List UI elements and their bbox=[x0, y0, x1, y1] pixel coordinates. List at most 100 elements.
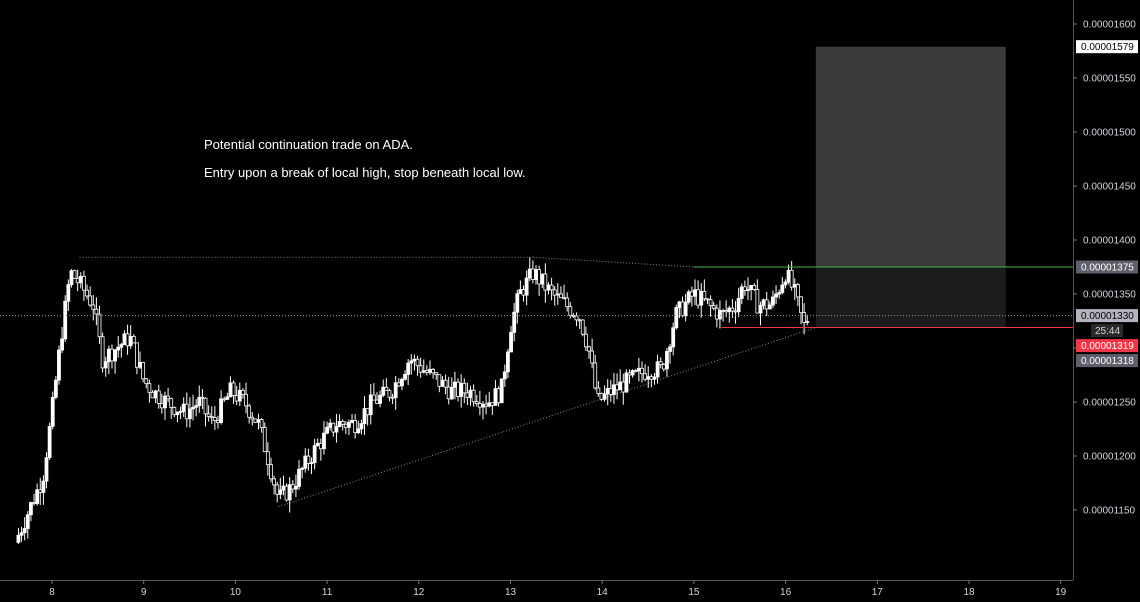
candle-body bbox=[446, 386, 451, 400]
candle-body bbox=[746, 289, 750, 291]
candle-body bbox=[241, 389, 245, 395]
candle-body bbox=[587, 346, 591, 352]
candle-body bbox=[166, 395, 170, 400]
candle-body bbox=[449, 386, 454, 400]
candle-body bbox=[247, 405, 252, 418]
candle-body bbox=[714, 307, 719, 320]
price-tag-bg bbox=[1076, 260, 1138, 274]
candle-body bbox=[303, 455, 308, 469]
candle-body bbox=[730, 307, 735, 312]
candle-body bbox=[141, 362, 146, 380]
candle-body bbox=[128, 335, 133, 347]
candle-body bbox=[253, 418, 258, 423]
y-tick-label: 0.00001450 bbox=[1083, 182, 1136, 193]
candle-body bbox=[537, 269, 542, 285]
candle-body bbox=[509, 331, 513, 353]
candle-body bbox=[97, 313, 102, 338]
candle-body bbox=[749, 285, 754, 290]
candle-body bbox=[761, 299, 766, 306]
countdown-label: 25:44 bbox=[1095, 326, 1120, 337]
candle-body bbox=[340, 420, 345, 425]
candle-body bbox=[724, 310, 729, 313]
candle-body bbox=[630, 370, 635, 376]
candle-body bbox=[378, 394, 383, 404]
candle-body bbox=[799, 296, 803, 314]
candle-body bbox=[47, 425, 52, 459]
candle-body bbox=[287, 484, 292, 501]
candle-body bbox=[281, 485, 286, 491]
candle-body bbox=[621, 381, 626, 393]
candle-body bbox=[668, 346, 672, 352]
candle-body bbox=[487, 402, 492, 407]
candle-body bbox=[515, 293, 520, 313]
candle-body bbox=[733, 310, 738, 313]
candle-body bbox=[608, 388, 613, 395]
candle-body bbox=[212, 417, 217, 421]
candle-body bbox=[365, 408, 370, 416]
price-tag-bg bbox=[1076, 40, 1138, 54]
candle-body bbox=[783, 281, 788, 286]
candle-body bbox=[138, 362, 142, 368]
candle-body bbox=[677, 301, 682, 308]
candle-body bbox=[767, 304, 772, 310]
candle-body bbox=[440, 379, 445, 387]
candle-body bbox=[774, 293, 778, 298]
target-zone-upper bbox=[815, 46, 1006, 268]
candle-body bbox=[362, 408, 367, 425]
candle-body bbox=[78, 275, 83, 284]
candle-body bbox=[736, 298, 741, 313]
candle-body bbox=[562, 297, 566, 299]
candle-body bbox=[646, 376, 651, 380]
candle-body bbox=[721, 309, 725, 312]
candle-body bbox=[693, 289, 697, 297]
candle-body bbox=[434, 372, 439, 376]
candle-body bbox=[184, 403, 189, 420]
candle-body bbox=[453, 381, 457, 388]
candle-body bbox=[88, 295, 93, 306]
candle-body bbox=[493, 388, 498, 406]
candle-body bbox=[705, 298, 710, 301]
candle-body bbox=[590, 350, 595, 364]
x-tick-label: 10 bbox=[230, 587, 242, 598]
candle-body bbox=[135, 342, 139, 368]
candle-body bbox=[203, 397, 208, 415]
candle-body bbox=[574, 315, 579, 321]
candle-body bbox=[53, 379, 58, 398]
candle-body bbox=[534, 269, 538, 280]
candle-body bbox=[66, 284, 71, 302]
candle-body bbox=[318, 442, 323, 450]
price-tag-label: 0.00001375 bbox=[1081, 263, 1134, 274]
candle-body bbox=[110, 348, 114, 362]
candle-body bbox=[275, 484, 280, 495]
candle-body bbox=[32, 502, 36, 505]
y-tick-label: 0.00001400 bbox=[1083, 236, 1136, 247]
candle-body bbox=[727, 307, 732, 313]
x-tick-label: 17 bbox=[872, 587, 884, 598]
target-zone-lower bbox=[815, 267, 1006, 328]
candle-body bbox=[22, 528, 27, 534]
candle-body bbox=[381, 386, 386, 396]
candle-body bbox=[106, 348, 111, 363]
candle-body bbox=[661, 364, 666, 370]
candle-body bbox=[524, 277, 529, 296]
candle-body bbox=[356, 428, 361, 434]
x-tick-label: 8 bbox=[49, 587, 55, 598]
candle-body bbox=[38, 489, 43, 493]
candle-body bbox=[755, 289, 760, 314]
candle-body bbox=[312, 445, 317, 463]
candle-body bbox=[156, 390, 161, 404]
candle-body bbox=[643, 373, 648, 380]
candle-body bbox=[16, 534, 21, 543]
candle-body bbox=[153, 390, 158, 399]
candle-body bbox=[181, 403, 186, 412]
candle-body bbox=[780, 284, 785, 294]
candle-body bbox=[390, 396, 395, 399]
candle-body bbox=[552, 289, 557, 296]
candle-body bbox=[652, 376, 657, 380]
candle-body bbox=[103, 361, 108, 369]
time-axis[interactable]: 8 9 10 11 12 13 14 15 16 17 18 19 bbox=[49, 580, 1067, 598]
candle-body bbox=[178, 410, 183, 413]
candle-body bbox=[63, 300, 68, 340]
candle-body bbox=[805, 321, 810, 323]
